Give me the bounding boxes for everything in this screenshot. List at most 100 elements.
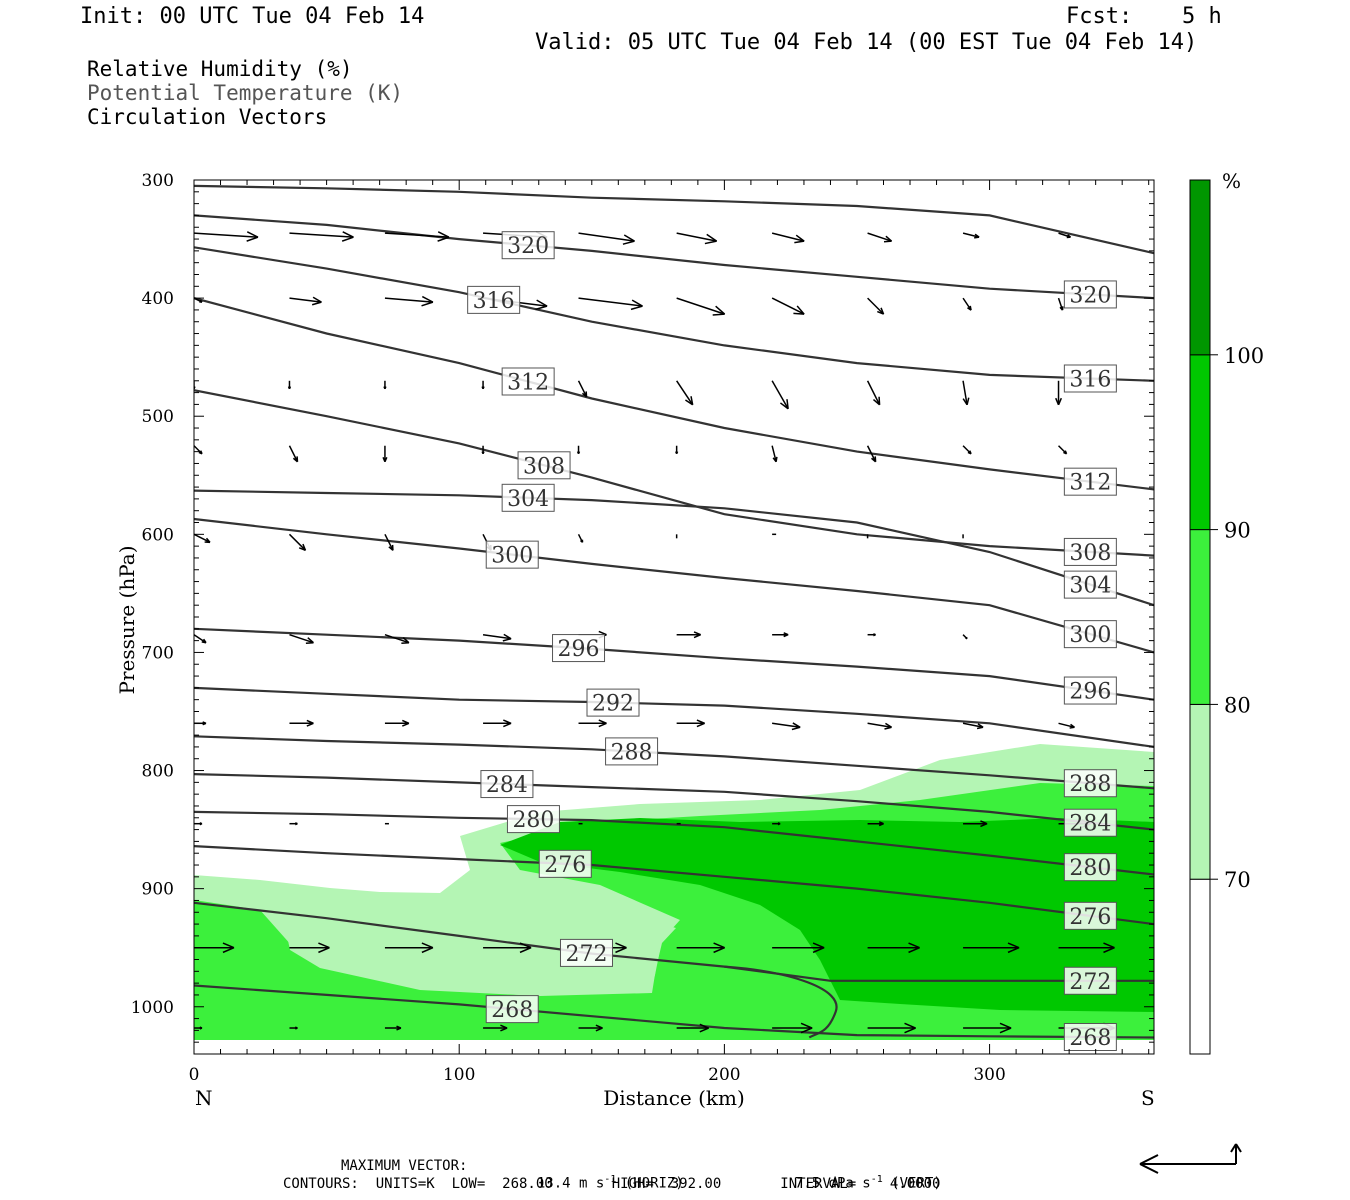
rh-90-100-region	[500, 818, 1154, 1012]
svg-text:320: 320	[507, 234, 549, 259]
circulation-vector	[1058, 232, 1072, 239]
max-vector-horiz: 13.4 m s-1 (HORIZ)	[520, 1158, 684, 1192]
circulation-vector	[288, 533, 307, 552]
legend-circulation-vectors: Circulation Vectors	[87, 105, 328, 129]
theta-contour-268	[194, 984, 1154, 1039]
svg-text:308: 308	[1069, 541, 1111, 566]
circulation-vector	[867, 1022, 916, 1034]
y-tick-label-5: 800	[142, 762, 174, 782]
circulation-vector	[194, 297, 203, 303]
y-tick-label-3: 600	[142, 525, 174, 545]
theta-label-276-0: 276	[538, 849, 592, 878]
circulation-vector	[287, 380, 292, 390]
circulation-vector	[676, 719, 705, 728]
circulation-vector	[676, 380, 694, 406]
circulation-vector	[962, 445, 972, 455]
vert-value: 7.5 dPa s	[794, 1175, 871, 1192]
theta-label-320-1: 320	[1063, 280, 1117, 309]
x-end-label-north: N	[195, 1086, 213, 1110]
max-vector-vert: 7.5 dPa s-1 (VERT)	[778, 1158, 942, 1192]
x-end-label-south: S	[1141, 1086, 1155, 1110]
colorbar-segment-2	[1189, 529, 1211, 705]
circulation-vector	[1058, 445, 1068, 455]
svg-text:284: 284	[486, 773, 528, 798]
colorbar-unit: %	[1222, 169, 1241, 193]
colorbar-segment-0	[1189, 878, 1211, 1055]
circulation-vector	[577, 380, 588, 398]
vert-exponent: -1	[870, 1174, 883, 1185]
circulation-vector	[289, 296, 322, 306]
theta-contour-280	[194, 810, 1154, 876]
svg-text:280: 280	[512, 808, 554, 833]
svg-text:300: 300	[491, 544, 533, 569]
circulation-vector	[194, 445, 203, 455]
theta-label-268-1: 268	[1063, 1023, 1117, 1052]
theta-contour-288	[194, 735, 1154, 790]
theta-label-308-0: 308	[517, 451, 571, 480]
circulation-vector	[1055, 380, 1063, 406]
circulation-vector	[483, 942, 532, 954]
circulation-vector	[962, 722, 984, 730]
circulation-vector	[384, 1025, 402, 1031]
svg-text:288: 288	[611, 740, 653, 765]
theta-contour-312	[194, 297, 1154, 491]
theta-label-284-0: 284	[480, 770, 534, 799]
theta-label-296-0: 296	[552, 634, 606, 663]
circulation-vector	[289, 1026, 298, 1030]
circulation-vector	[771, 380, 789, 410]
circulation-vector	[867, 297, 885, 315]
y-tick-label-2: 500	[142, 407, 174, 427]
theta-label-272-0: 272	[559, 938, 613, 967]
horiz-tag: (HORIZ)	[624, 1175, 684, 1192]
theta-label-312-1: 312	[1063, 467, 1117, 496]
theta-label-304-0: 304	[501, 483, 555, 512]
theta-contour-300	[194, 517, 1154, 654]
theta-label-300-0: 300	[485, 540, 539, 569]
circulation-vector	[384, 231, 450, 242]
x-tick-label-3: 300	[973, 1065, 1005, 1085]
circulation-vector	[483, 719, 512, 728]
circulation-vector	[383, 380, 387, 390]
svg-text:296: 296	[558, 637, 600, 662]
theta-contour-272-bend	[724, 965, 838, 1039]
vert-tag: (VERT)	[891, 1175, 942, 1192]
circulation-vector	[963, 820, 988, 828]
circulation-vector	[676, 1023, 709, 1033]
svg-text:316: 316	[473, 289, 515, 314]
circulation-vector	[676, 232, 718, 245]
y-tick-label-7: 1000	[131, 998, 174, 1018]
circulation-vector	[384, 942, 434, 954]
theta-contour-320	[194, 214, 1154, 300]
theta-contour-276	[194, 845, 1154, 926]
theta-label-316-1: 316	[1063, 364, 1117, 393]
theta-contour-316	[194, 246, 1154, 382]
colorbar-label-80: 80	[1224, 693, 1251, 717]
svg-text:284: 284	[1069, 812, 1111, 837]
svg-text:272: 272	[1069, 970, 1111, 995]
x-tick-label-1: 100	[443, 1065, 475, 1085]
circulation-vector	[578, 232, 635, 245]
circulation-vector	[866, 445, 877, 463]
circulation-vector	[384, 634, 410, 645]
circulation-vector	[483, 1024, 508, 1032]
horiz-value: 13.4 m s	[536, 1175, 605, 1192]
svg-text:312: 312	[507, 370, 549, 395]
circulation-vector	[578, 297, 643, 311]
circulation-vector	[675, 445, 679, 455]
theta-label-268-0: 268	[485, 995, 539, 1024]
theta-label-272-1: 272	[1063, 966, 1117, 995]
circulation-vector	[676, 631, 701, 639]
y-tick-label-0: 300	[142, 171, 174, 191]
colorbar-label-70: 70	[1224, 868, 1251, 892]
circulation-vector	[194, 822, 203, 826]
colorbar-label-100: 100	[1224, 344, 1264, 368]
circulation-vector	[962, 232, 980, 239]
legend-relative-humidity: Relative Humidity (%)	[87, 57, 353, 81]
circulation-vector	[194, 1026, 203, 1030]
theta-label-312-0: 312	[501, 367, 555, 396]
circulation-vector	[772, 1022, 813, 1034]
circulation-vector	[866, 380, 881, 406]
circulation-vector	[771, 232, 805, 244]
reference-vector-icon	[1139, 1143, 1242, 1174]
circulation-vector	[963, 942, 1020, 954]
